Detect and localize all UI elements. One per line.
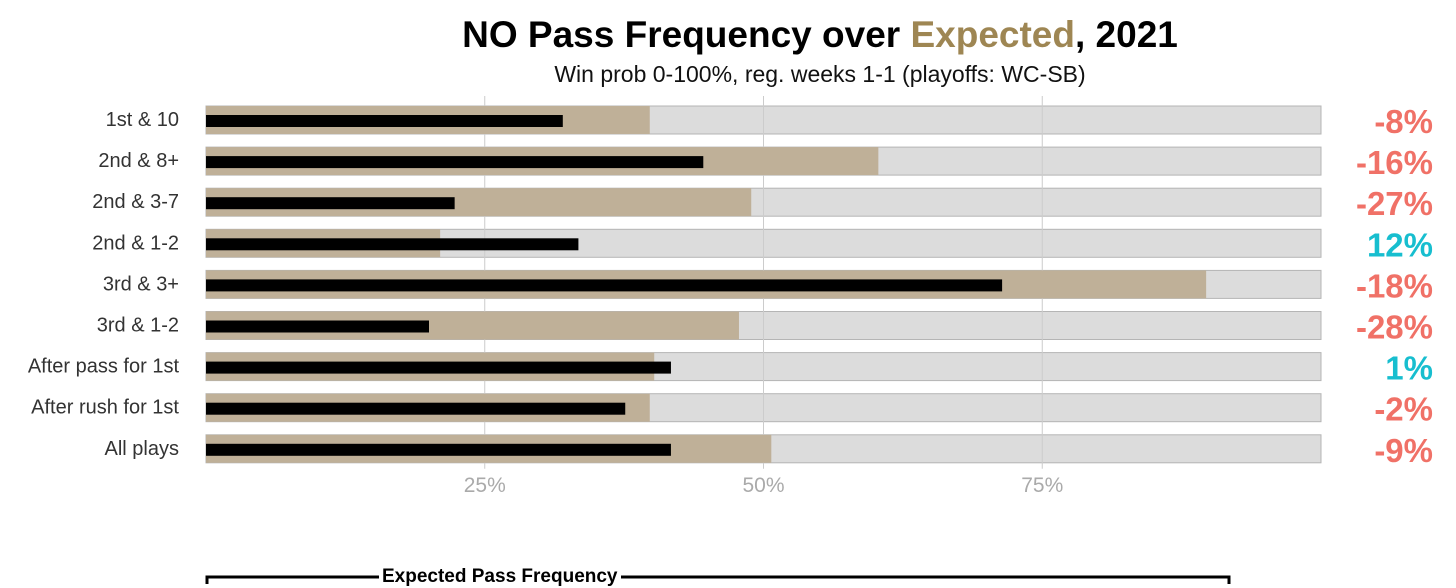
diff-label: -9% — [1374, 432, 1433, 469]
chart-title: NO Pass Frequency over Expected, 2021 — [462, 14, 1178, 56]
category-label: After pass for 1st — [28, 356, 180, 378]
diff-label: -27% — [1356, 185, 1433, 222]
legend-title: Expected Pass Frequency — [379, 566, 621, 588]
diff-label: -18% — [1356, 267, 1433, 304]
actual-bar — [206, 197, 455, 210]
actual-bar — [206, 279, 1003, 292]
category-label: 2nd & 1-2 — [92, 232, 179, 254]
category-label: 2nd & 8+ — [98, 150, 179, 172]
x-tick-label: 50% — [742, 474, 784, 497]
category-label: 2nd & 3-7 — [92, 191, 179, 213]
diff-label: -28% — [1356, 309, 1433, 346]
legend-box — [205, 575, 1231, 584]
actual-bar — [206, 156, 704, 169]
diff-label: -16% — [1356, 144, 1433, 181]
x-tick-label: 75% — [1021, 474, 1063, 497]
category-label: 1st & 10 — [106, 109, 179, 131]
category-label: 3rd & 1-2 — [97, 315, 179, 337]
actual-bar — [206, 115, 563, 127]
actual-bar — [206, 443, 671, 456]
diff-label: -8% — [1374, 103, 1433, 140]
diff-label: 1% — [1385, 350, 1433, 387]
diff-label: -2% — [1374, 391, 1433, 428]
actual-bar — [206, 402, 626, 415]
title-highlight: Expected — [910, 14, 1075, 55]
title-suffix: , 2021 — [1074, 14, 1178, 55]
chart-subtitle: Win prob 0-100%, reg. weeks 1-1 (playoff… — [554, 61, 1086, 87]
title-prefix: NO Pass Frequency over — [462, 14, 911, 55]
category-label: 3rd & 3+ — [103, 273, 179, 295]
diff-label: 12% — [1367, 226, 1433, 263]
category-label: After rush for 1st — [31, 397, 179, 419]
category-label: All plays — [105, 438, 179, 460]
x-tick-label: 25% — [464, 474, 506, 497]
actual-bar — [206, 320, 429, 333]
actual-bar — [206, 238, 579, 251]
actual-bar — [206, 361, 671, 374]
